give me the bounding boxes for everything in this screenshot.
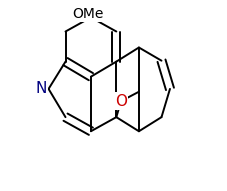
Text: N: N — [35, 81, 47, 96]
Text: OMe: OMe — [72, 7, 104, 21]
Text: O: O — [115, 94, 127, 109]
